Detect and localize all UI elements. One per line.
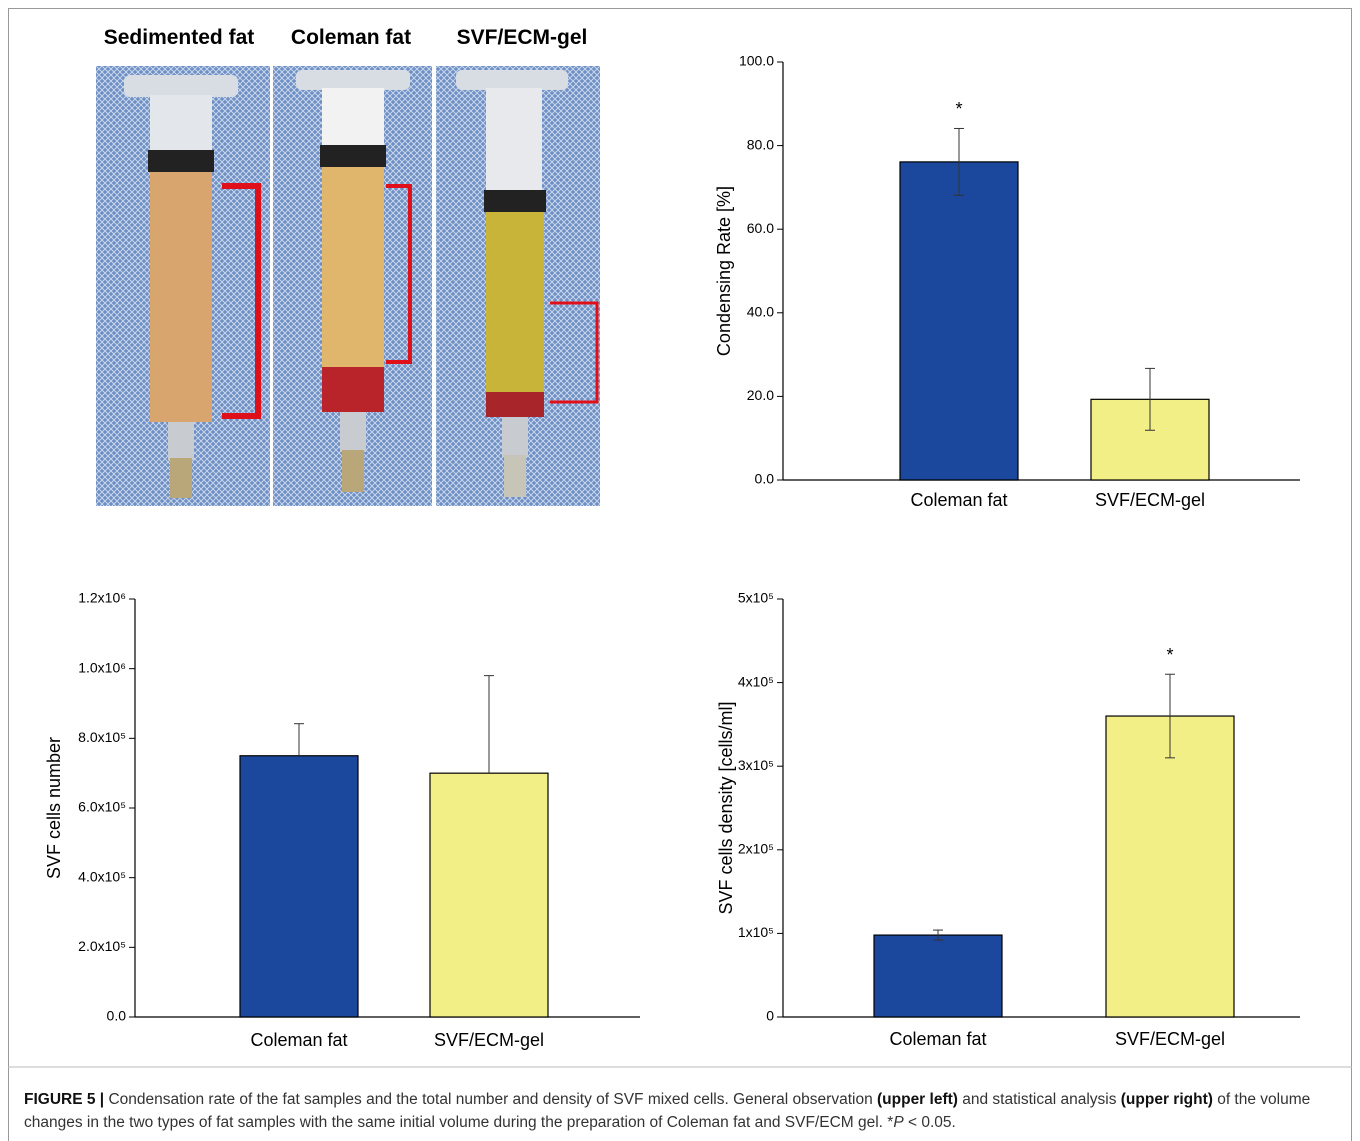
caption: FIGURE 5 | Condensation rate of the fat … [24, 1088, 1339, 1134]
significance-marker: * [1166, 645, 1173, 665]
y-tick-label: 3x10⁵ [738, 757, 774, 773]
x-tick-label: Coleman fat [889, 1029, 986, 1049]
bar [899, 161, 1019, 481]
photo: Sedimented fat Coleman fat SVF/ECM-gel [96, 26, 600, 506]
syringe-seal [320, 145, 386, 167]
syringe-cap [342, 450, 364, 492]
caption-text: of the volume changes in the two types o… [24, 1091, 1311, 1131]
y-tick-label: 20.0 [747, 387, 774, 403]
syringe-tip [168, 422, 194, 460]
syringe-seal [484, 190, 546, 212]
y-tick-label: 4.0x10⁵ [78, 868, 126, 884]
error-bar [1165, 673, 1175, 759]
y-tick-label: 6.0x10⁵ [78, 799, 126, 815]
error-bar [294, 723, 304, 756]
y-tick-label: 1x10⁵ [738, 924, 774, 940]
caption-text: < 0.05. [903, 1114, 956, 1131]
syringe-blood [486, 392, 544, 417]
y-tick-label: 0.0 [107, 1008, 127, 1024]
caption-text: Condensation rate of the fat samples and… [104, 1091, 877, 1108]
y-tick-label: 60.0 [747, 220, 774, 236]
x-tick-label: Coleman fat [250, 1030, 347, 1050]
x-tick-label: SVF/ECM-gel [1115, 1029, 1225, 1049]
photo-label: Coleman fat [291, 26, 411, 49]
syringe-flange [456, 70, 568, 90]
syringe-plunger [150, 95, 212, 155]
syringe-plunger [486, 88, 542, 193]
caption-text: FIGURE 5 | [24, 1091, 105, 1108]
y-tick-label: 0 [766, 1008, 774, 1024]
y-tick-label: 1.0x10⁶ [78, 659, 126, 675]
y-tick-label: 100.0 [739, 53, 774, 69]
syringe-fat [322, 167, 384, 367]
bar [239, 755, 359, 1018]
caption-text: P [893, 1114, 904, 1131]
bracket [550, 301, 599, 404]
error-bar [954, 127, 964, 196]
syringe-tip [340, 412, 366, 452]
syringe-flange [296, 70, 410, 90]
y-tick-label: 2.0x10⁵ [78, 938, 126, 954]
photo-label: SVF/ECM-gel [457, 26, 588, 49]
y-tick-label: 1.2x10⁶ [78, 590, 126, 606]
error-bar [933, 929, 943, 941]
y-tick-label: 4x10⁵ [738, 673, 774, 689]
y-tick-label: 0.0 [755, 471, 775, 487]
syringe-cap [504, 455, 526, 497]
y-axis-label: SVF cells density [cells/ml] [716, 701, 736, 914]
bracket [222, 183, 261, 419]
bar [429, 772, 549, 1018]
caption-text: (upper left) [877, 1091, 958, 1108]
syringe-plunger [322, 88, 384, 148]
significance-marker: * [955, 99, 962, 119]
x-tick-label: SVF/ECM-gel [1095, 490, 1205, 510]
y-tick-label: 2x10⁵ [738, 841, 774, 857]
x-tick-label: SVF/ECM-gel [434, 1030, 544, 1050]
bar [873, 934, 1003, 1018]
syringe-flange [124, 75, 238, 97]
y-axis-label: Condensing Rate [%] [714, 186, 734, 356]
caption-text: (upper right) [1120, 1091, 1213, 1108]
y-axis-label: SVF cells number [44, 737, 64, 879]
syringe-tip [502, 417, 528, 457]
x-tick-label: Coleman fat [910, 490, 1007, 510]
y-tick-label: 5x10⁵ [738, 590, 774, 606]
photo-label: Sedimented fat [104, 26, 255, 49]
syringe-seal [148, 150, 214, 172]
bar [1105, 715, 1235, 1018]
syringe-fat [486, 212, 544, 392]
error-bar [1145, 367, 1155, 431]
syringe-cap [170, 458, 192, 498]
syringe-blood [322, 367, 384, 412]
syringe-fat [150, 172, 212, 422]
error-bar [484, 675, 494, 774]
y-tick-label: 80.0 [747, 136, 774, 152]
y-tick-label: 8.0x10⁵ [78, 729, 126, 745]
bracket [386, 184, 412, 364]
figure-border [8, 8, 1352, 1141]
y-tick-label: 40.0 [747, 304, 774, 320]
caption-text: and statistical analysis [957, 1091, 1121, 1108]
